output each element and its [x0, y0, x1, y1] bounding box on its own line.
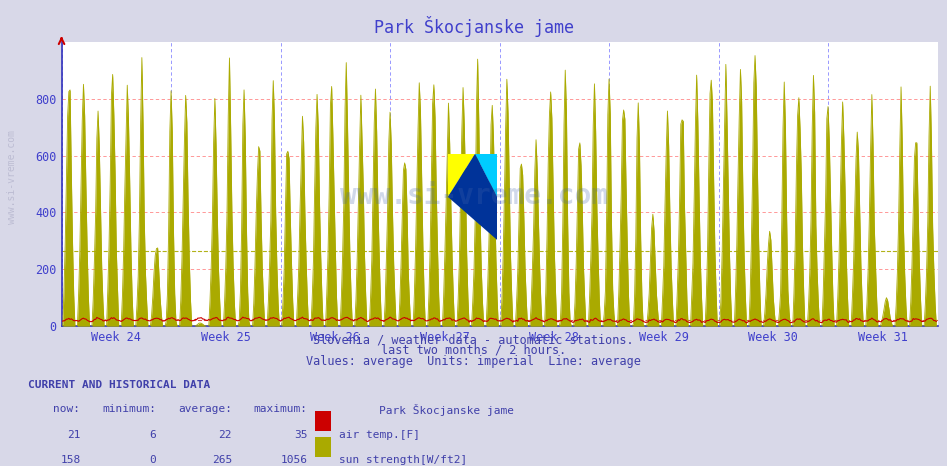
- Text: 1056: 1056: [280, 455, 308, 465]
- Text: www.si-vreme.com: www.si-vreme.com: [340, 182, 607, 210]
- Polygon shape: [448, 154, 497, 240]
- Text: 265: 265: [212, 455, 232, 465]
- Text: 0: 0: [150, 455, 156, 465]
- Text: Slovenia / weather data - automatic stations.: Slovenia / weather data - automatic stat…: [313, 333, 634, 346]
- Text: 22: 22: [219, 430, 232, 439]
- Text: Values: average  Units: imperial  Line: average: Values: average Units: imperial Line: av…: [306, 355, 641, 368]
- Text: Park Škocjanske jame: Park Škocjanske jame: [373, 16, 574, 37]
- Text: www.si-vreme.com: www.si-vreme.com: [8, 130, 17, 224]
- Text: average:: average:: [178, 404, 232, 414]
- Text: maximum:: maximum:: [254, 404, 308, 414]
- Text: Park Škocjanske jame: Park Škocjanske jame: [379, 404, 514, 416]
- Text: now:: now:: [53, 404, 80, 414]
- Text: 158: 158: [61, 455, 80, 465]
- Polygon shape: [475, 154, 497, 197]
- Text: sun strength[W/ft2]: sun strength[W/ft2]: [339, 455, 467, 465]
- Polygon shape: [448, 154, 475, 197]
- Text: minimum:: minimum:: [102, 404, 156, 414]
- Text: 35: 35: [295, 430, 308, 439]
- Text: 6: 6: [150, 430, 156, 439]
- Text: last two months / 2 hours.: last two months / 2 hours.: [381, 344, 566, 357]
- Text: CURRENT AND HISTORICAL DATA: CURRENT AND HISTORICAL DATA: [28, 380, 210, 390]
- Text: air temp.[F]: air temp.[F]: [339, 430, 420, 439]
- Text: 21: 21: [67, 430, 80, 439]
